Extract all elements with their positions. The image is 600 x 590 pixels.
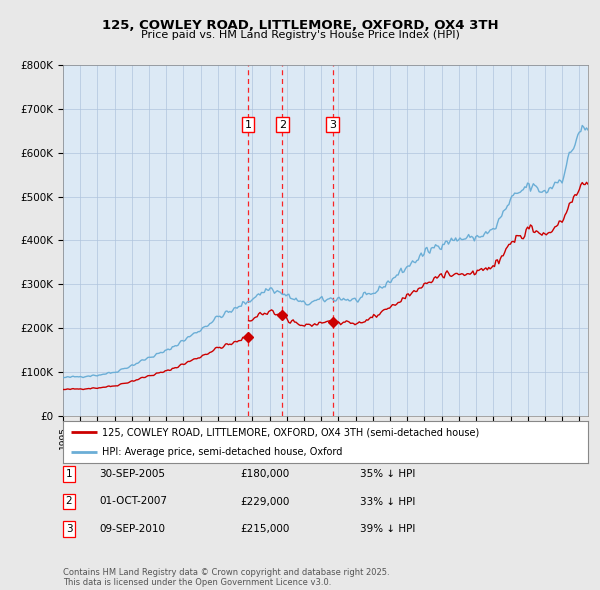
Text: Price paid vs. HM Land Registry's House Price Index (HPI): Price paid vs. HM Land Registry's House …	[140, 30, 460, 40]
Text: 30-SEP-2005: 30-SEP-2005	[99, 469, 165, 478]
Text: 125, COWLEY ROAD, LITTLEMORE, OXFORD, OX4 3TH: 125, COWLEY ROAD, LITTLEMORE, OXFORD, OX…	[101, 19, 499, 32]
Text: HPI: Average price, semi-detached house, Oxford: HPI: Average price, semi-detached house,…	[103, 447, 343, 457]
Text: 09-SEP-2010: 09-SEP-2010	[99, 525, 165, 534]
Text: 39% ↓ HPI: 39% ↓ HPI	[360, 525, 415, 534]
Text: 1: 1	[65, 469, 73, 478]
Text: 35% ↓ HPI: 35% ↓ HPI	[360, 469, 415, 478]
Text: 33% ↓ HPI: 33% ↓ HPI	[360, 497, 415, 506]
Text: Contains HM Land Registry data © Crown copyright and database right 2025.
This d: Contains HM Land Registry data © Crown c…	[63, 568, 389, 587]
Text: £229,000: £229,000	[240, 497, 289, 506]
Text: £215,000: £215,000	[240, 525, 289, 534]
Text: 3: 3	[329, 120, 336, 130]
Text: 3: 3	[65, 525, 73, 534]
Text: 01-OCT-2007: 01-OCT-2007	[99, 497, 167, 506]
Text: 2: 2	[279, 120, 286, 130]
Text: 1: 1	[245, 120, 251, 130]
Text: 125, COWLEY ROAD, LITTLEMORE, OXFORD, OX4 3TH (semi-detached house): 125, COWLEY ROAD, LITTLEMORE, OXFORD, OX…	[103, 427, 479, 437]
Text: 2: 2	[65, 497, 73, 506]
Text: £180,000: £180,000	[240, 469, 289, 478]
